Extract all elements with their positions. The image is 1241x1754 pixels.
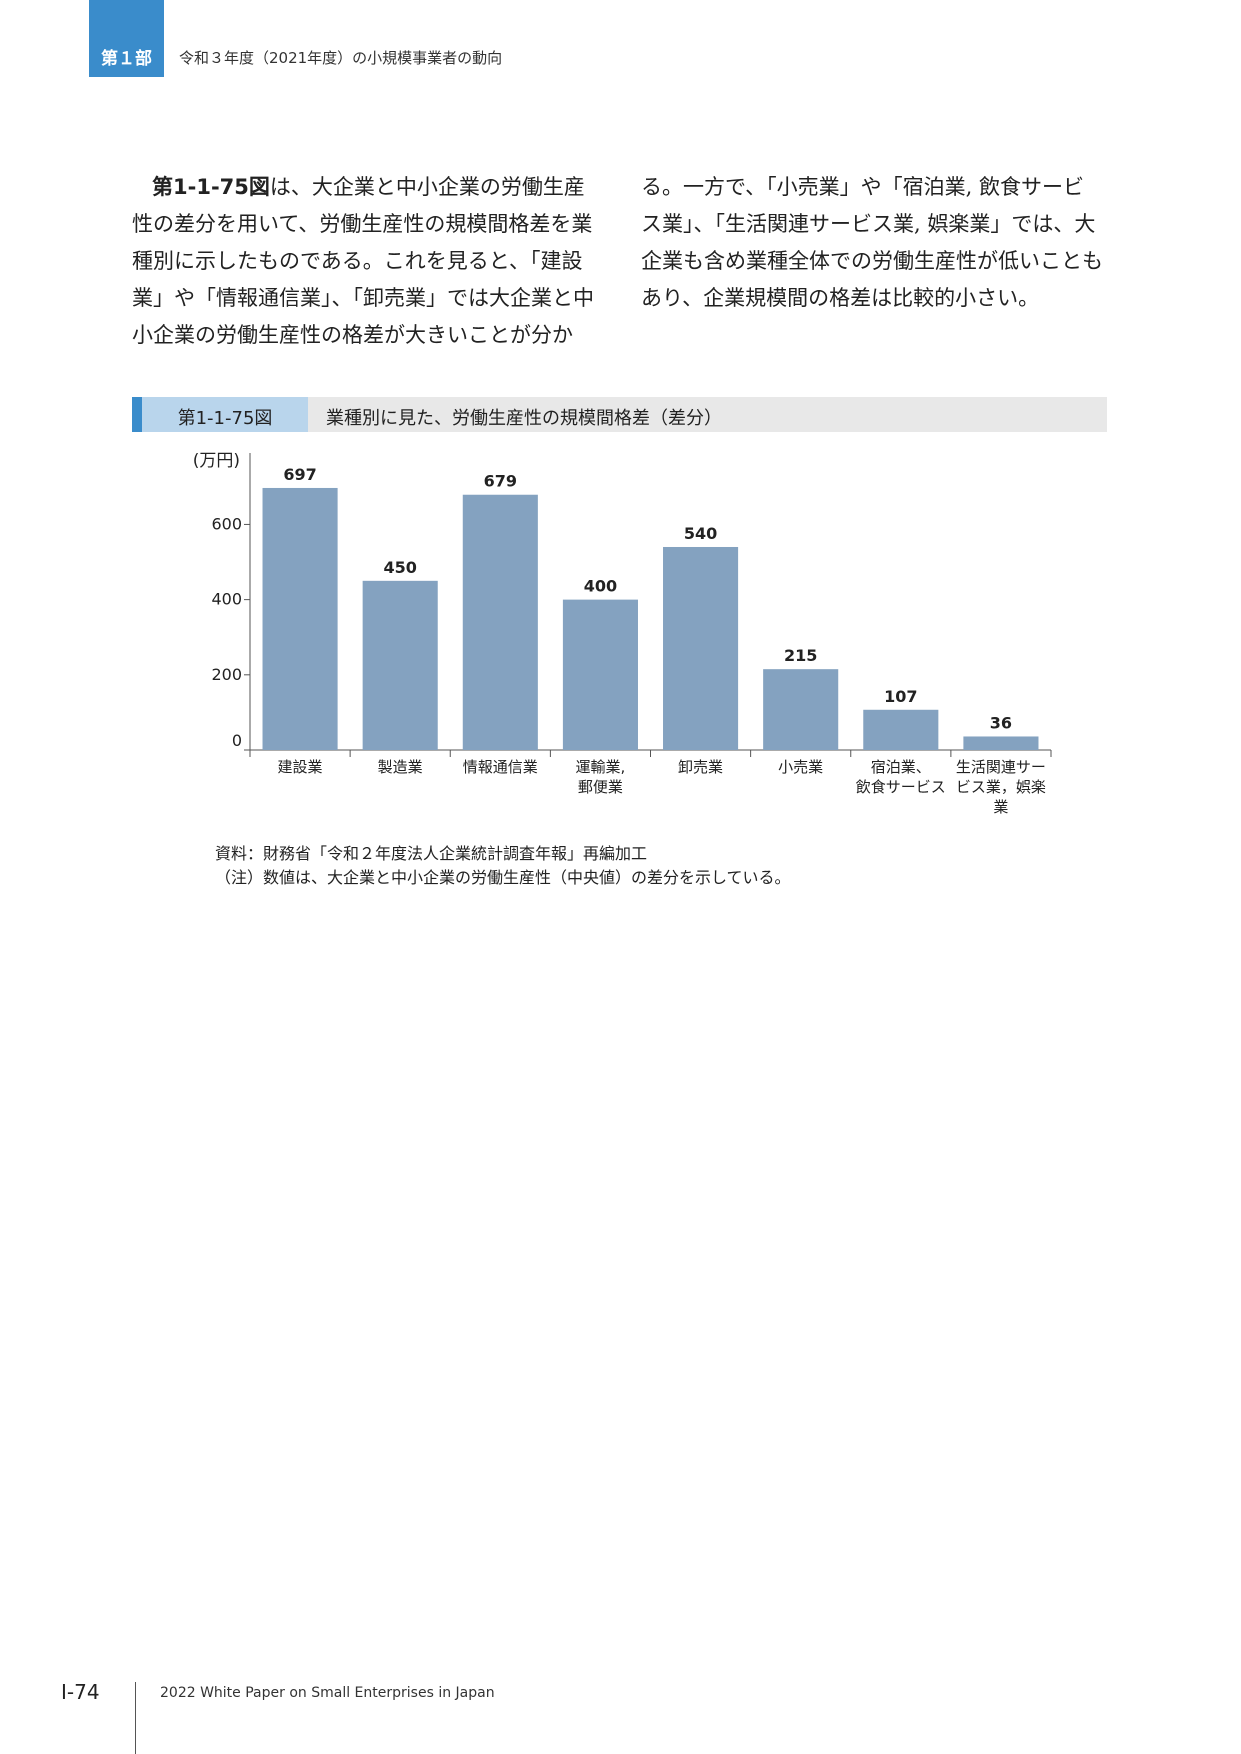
- value-label: 107: [884, 687, 917, 706]
- x-tick-label: 生活関連サー ビス業，娯楽 業: [955, 758, 1046, 816]
- bar: [863, 709, 939, 750]
- figure-ref: 第1-1-75図: [152, 175, 270, 199]
- x-tick-label: 運輸業, 郵便業: [575, 758, 626, 796]
- body-line: 性の差分を用いて、労働生産性の規模間格差を業: [132, 212, 592, 236]
- bar: [362, 580, 438, 750]
- value-label: 36: [990, 713, 1012, 732]
- body-line: 種別に示したものである。これを見ると、「建設: [132, 249, 582, 273]
- page-number: I-74: [61, 1680, 100, 1704]
- figure-number: 第1-1-75図: [177, 408, 273, 429]
- body-text-line: 種別に示したものである。これを見ると、「建設: [132, 249, 583, 273]
- value-label: 679: [484, 472, 517, 491]
- figure-number-box: [142, 397, 308, 432]
- body-text-line: 企業も含め業種全体での労働生産性が低いことも: [641, 249, 1103, 273]
- value-label: 400: [584, 577, 617, 596]
- bar: [763, 669, 839, 750]
- body-text-line: る。一方で、「小売業」や「宿泊業, 飲食サービ: [641, 175, 1085, 199]
- bar: [262, 487, 338, 750]
- x-tick-label: 建設業: [277, 758, 323, 776]
- body-line: あり、企業規模間の格差は比較的小さい。: [641, 286, 1039, 310]
- part-badge: [89, 0, 164, 77]
- body-text-line: は、大企業と中小企業の労働生産: [269, 175, 585, 199]
- bar: [562, 599, 638, 750]
- body-line: ス業」、「生活関連サービス業, 娯楽業」では、大: [641, 212, 1095, 236]
- chart: (万円) 0 200 400 600 697 450 679 400 540 215 107 36 建設…: [0, 0, 1241, 840]
- body-line: 業」や「情報通信業」、「卸売業」では大企業と中: [132, 286, 594, 310]
- x-tick-label: 宿泊業、 飲食サービス: [855, 758, 946, 796]
- y-tick-label: 200: [211, 665, 242, 684]
- body-line: 小企業の労働生産性の格差が大きいことが分か: [132, 323, 573, 347]
- x-tick-label: 卸売業: [678, 758, 724, 776]
- bar: [963, 736, 1039, 750]
- chart-svg: (万円) 0 200 400 600 697 450 679 400 540 215 107 36: [193, 451, 1052, 757]
- body-line: 第1-1-75図は、大企業と中小企業の労働生産: [152, 175, 585, 199]
- body-text-line: 性の差分を用いて、労働生産性の規模間格差を業: [132, 212, 593, 236]
- figure-accent: [132, 397, 142, 432]
- value-label: 450: [383, 558, 416, 577]
- body-text-line: ス業」、「生活関連サービス業, 娯楽業」では、大: [641, 212, 1096, 236]
- part-label: 第１部: [101, 49, 152, 69]
- bar: [462, 494, 538, 750]
- source-note: 資料：財務省「令和２年度法人企業統計調査年報」再編加工: [215, 844, 648, 863]
- body-text-line: 業」や「情報通信業」、「卸売業」では大企業と中: [132, 286, 594, 310]
- x-tick-label: 小売業: [778, 758, 824, 776]
- bar: [663, 546, 739, 750]
- footer-title: 2022 White Paper on Small Enterprises in…: [160, 1685, 495, 1701]
- y-axis-label: (万円): [193, 451, 240, 471]
- value-label: 697: [283, 465, 316, 484]
- body-text-line: あり、企業規模間の格差は比較的小さい。: [641, 286, 1040, 310]
- value-label: 215: [784, 646, 817, 665]
- x-tick-label: 情報通信業: [462, 758, 538, 776]
- y-tick-label: 400: [211, 590, 242, 609]
- figure-title: 業種別に見た、労働生産性の規模間格差（差分）: [326, 408, 722, 429]
- body-line: る。一方で、「小売業」や「宿泊業, 飲食サービ: [641, 175, 1084, 199]
- value-label: 540: [684, 524, 717, 543]
- footnote: （注）数値は、大企業と中小企業の労働生産性（中央値）の差分を示している。: [215, 868, 791, 887]
- body-line: 企業も含め業種全体での労働生産性が低いことも: [641, 249, 1103, 273]
- y-tick-label: 600: [211, 514, 242, 533]
- x-tick-label: 製造業: [377, 758, 423, 776]
- header-title: 令和３年度（2021年度）の小規模事業者の動向: [179, 49, 503, 67]
- footer-rule: [135, 1682, 136, 1754]
- body-text-line: 小企業の労働生産性の格差が大きいことが分か: [132, 323, 573, 347]
- y-tick-label: 0: [232, 731, 242, 750]
